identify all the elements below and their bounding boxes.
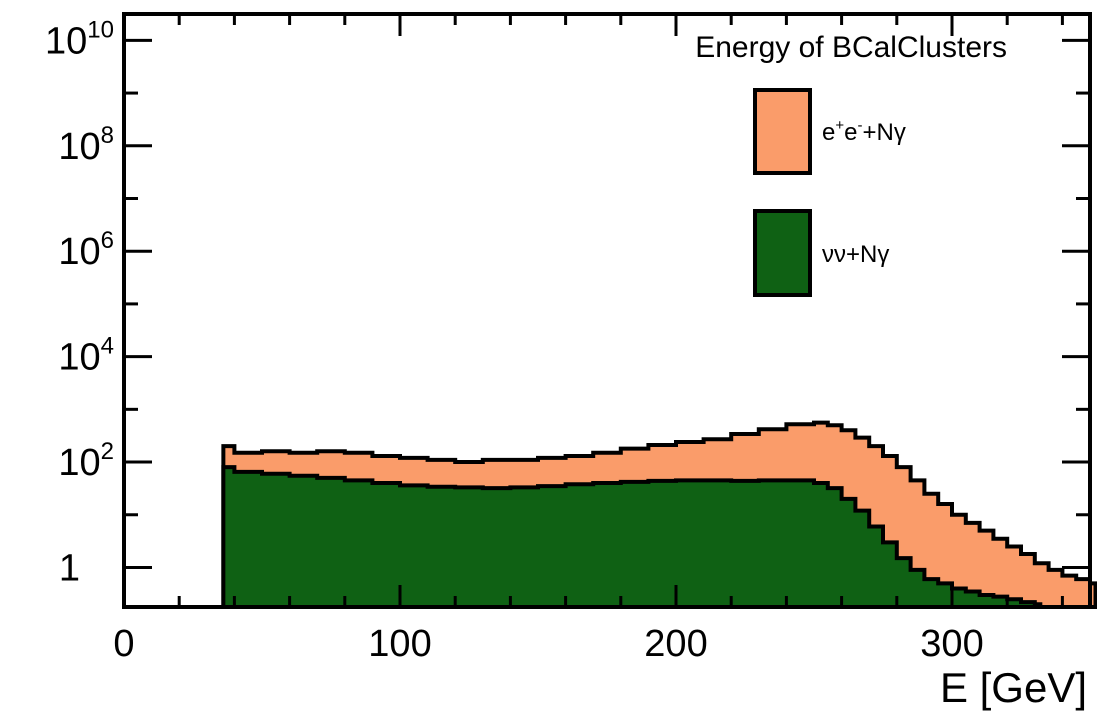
plot-frame: [122, 12, 1092, 609]
legend-swatch-ee: [753, 88, 812, 175]
y-tick-label: 104: [58, 333, 114, 379]
legend-ee-e1: e: [822, 119, 835, 146]
legend-ee-e2: e: [844, 119, 857, 146]
x-tick-label: 300: [920, 623, 983, 665]
legend-title: Energy of BCalClusters: [695, 31, 1007, 64]
legend-label-ee: e+e-+Nγ: [822, 117, 906, 146]
y-tick-label-base: 10: [45, 20, 87, 62]
legend-ee-rest: +Nγ: [862, 119, 905, 146]
y-tick-label-exp: 8: [101, 122, 114, 149]
y-tick-label-exp: 10: [87, 16, 114, 43]
x-tick-label: 100: [368, 623, 431, 665]
series-layer: [221, 420, 1097, 609]
legend-ee-minus-sup: -: [857, 117, 862, 134]
y-tick-label: 106: [58, 227, 114, 273]
y-tick-label: 1010: [45, 16, 114, 62]
x-tick-labels: 0 100 200 300: [113, 623, 983, 665]
y-tick-label-exp: 4: [101, 333, 114, 360]
legend-swatch-nunu: [753, 209, 812, 297]
legend-label-nunu: νν+Nγ: [822, 241, 889, 268]
y-tick-label-base: 10: [58, 442, 100, 484]
x-tick-label: 0: [113, 623, 134, 665]
series-area-nunu: [221, 465, 1043, 609]
y-tick-label-exp: 6: [101, 227, 114, 254]
y-tick-label: 1: [59, 547, 80, 589]
legend: Energy of BCalClusters e+e-+Nγ νν+Nγ: [695, 31, 1007, 297]
x-tick-label: 200: [644, 623, 707, 665]
x-axis-title: E [GeV]: [940, 664, 1087, 711]
y-tick-label: 108: [58, 122, 114, 168]
y-tick-label-base: 10: [58, 337, 100, 379]
y-tick-label: 102: [58, 438, 114, 484]
y-tick-label-base: 10: [58, 126, 100, 168]
legend-ee-plus-sup: +: [835, 117, 844, 134]
y-tick-label-base: 10: [58, 231, 100, 273]
y-tick-label-exp: 2: [101, 438, 114, 465]
